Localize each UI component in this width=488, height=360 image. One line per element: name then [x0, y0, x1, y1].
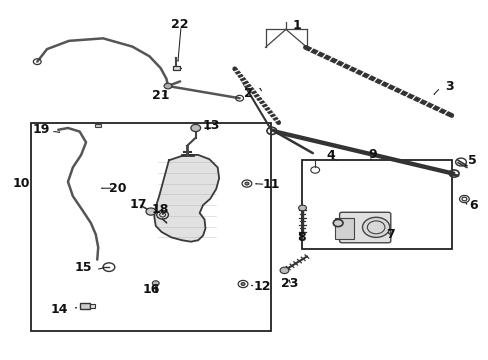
Text: 10: 10 — [13, 177, 30, 190]
Bar — [90, 305, 95, 308]
Circle shape — [244, 182, 248, 185]
Text: 12: 12 — [253, 280, 270, 293]
Text: 20: 20 — [109, 182, 126, 195]
Bar — [95, 124, 101, 127]
Text: 22: 22 — [171, 18, 188, 31]
Text: 5: 5 — [467, 154, 476, 167]
Text: 15: 15 — [75, 261, 92, 274]
Bar — [334, 218, 353, 239]
Circle shape — [298, 205, 306, 211]
Text: 2: 2 — [243, 87, 252, 100]
Text: 4: 4 — [326, 149, 335, 162]
Bar — [302, 160, 451, 249]
Text: 13: 13 — [202, 119, 220, 132]
Text: 8: 8 — [297, 231, 305, 244]
Text: 23: 23 — [280, 278, 298, 291]
Polygon shape — [154, 155, 219, 242]
Text: 7: 7 — [386, 228, 394, 241]
Circle shape — [152, 281, 159, 286]
FancyBboxPatch shape — [339, 212, 390, 243]
Text: 1: 1 — [292, 19, 301, 32]
Circle shape — [241, 283, 244, 285]
Text: 11: 11 — [263, 178, 280, 191]
Circle shape — [190, 125, 200, 132]
Text: 6: 6 — [468, 199, 476, 212]
Text: 18: 18 — [152, 203, 169, 216]
Text: 16: 16 — [142, 283, 159, 296]
Circle shape — [157, 211, 168, 219]
Text: 9: 9 — [367, 148, 376, 161]
Text: 19: 19 — [32, 123, 49, 136]
Text: 21: 21 — [152, 89, 169, 102]
Circle shape — [280, 267, 288, 274]
Text: 14: 14 — [50, 303, 68, 316]
Circle shape — [146, 208, 156, 215]
Bar — [31, 123, 270, 331]
Bar — [80, 303, 90, 309]
Text: 17: 17 — [129, 198, 147, 211]
Circle shape — [362, 217, 389, 237]
Circle shape — [332, 220, 342, 226]
Circle shape — [163, 83, 171, 89]
Text: 3: 3 — [445, 80, 453, 93]
Bar — [173, 66, 179, 69]
